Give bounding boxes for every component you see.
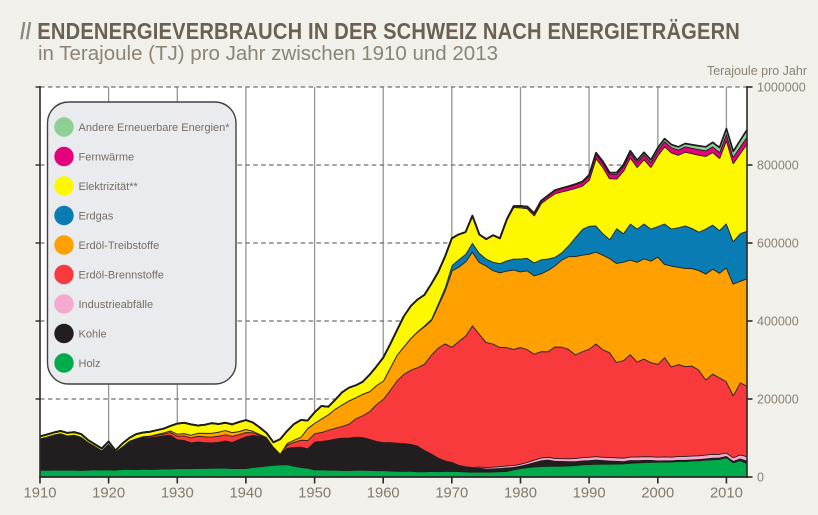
- svg-text:1980: 1980: [504, 486, 537, 502]
- svg-text:600000: 600000: [757, 237, 799, 251]
- svg-text:2010: 2010: [710, 486, 743, 502]
- svg-text:0: 0: [757, 471, 764, 485]
- svg-text:1940: 1940: [229, 486, 262, 502]
- svg-text:Holz: Holz: [79, 358, 101, 370]
- svg-text:Terajoule pro Jahr: Terajoule pro Jahr: [707, 64, 807, 78]
- svg-text:1920: 1920: [92, 486, 125, 502]
- svg-text:1990: 1990: [573, 486, 606, 502]
- svg-text:400000: 400000: [757, 315, 799, 329]
- svg-text:1000000: 1000000: [757, 81, 806, 95]
- svg-text:1960: 1960: [367, 486, 400, 502]
- svg-text:Erdöl-Brennstoffe: Erdöl-Brennstoffe: [79, 270, 164, 282]
- svg-text:Andere Erneuerbare Energien*: Andere Erneuerbare Energien*: [79, 122, 231, 134]
- svg-text:1930: 1930: [161, 486, 194, 502]
- svg-text:Erdgas: Erdgas: [79, 211, 114, 223]
- svg-text:Fernwärme: Fernwärme: [79, 152, 135, 164]
- svg-text:2000: 2000: [641, 486, 674, 502]
- svg-text:Industrieabfälle: Industrieabfälle: [79, 299, 154, 311]
- svg-text:800000: 800000: [757, 159, 799, 173]
- svg-text:1950: 1950: [298, 486, 331, 502]
- svg-text:Elektrizität**: Elektrizität**: [79, 181, 139, 193]
- svg-text:200000: 200000: [757, 393, 799, 407]
- svg-text:1910: 1910: [24, 486, 57, 502]
- svg-text:Erdöl-Treibstoffe: Erdöl-Treibstoffe: [79, 240, 160, 252]
- svg-text:1970: 1970: [435, 486, 468, 502]
- svg-text:Kohle: Kohle: [79, 329, 107, 341]
